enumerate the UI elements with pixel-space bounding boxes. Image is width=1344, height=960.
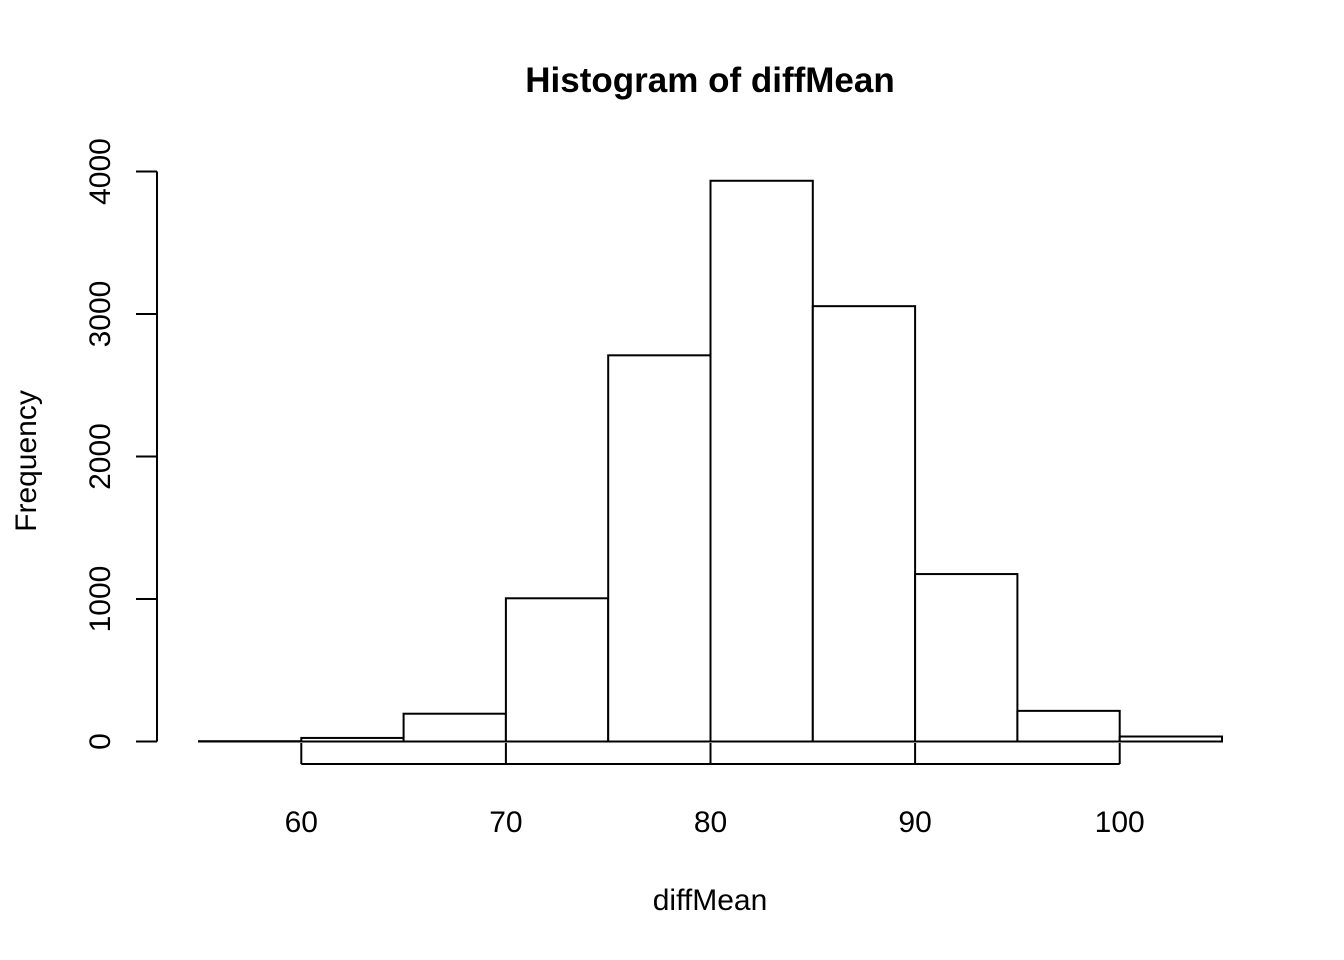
histogram-bar	[709, 179, 814, 743]
x-tick-label: 100	[1095, 806, 1145, 839]
y-tick-label: 0	[84, 733, 117, 750]
x-axis: 60 70 80 90 100	[285, 743, 1145, 839]
y-tick-label: 2000	[84, 423, 117, 490]
x-tick-label: 90	[898, 806, 931, 839]
histogram-bar	[1016, 709, 1121, 743]
y-axis-label: Frequency	[10, 390, 43, 532]
y-tick-label: 3000	[84, 281, 117, 348]
x-axis-label: diffMean	[653, 884, 768, 917]
y-axis: 0 1000 2000 3000 4000	[84, 138, 158, 750]
histogram-bar	[402, 712, 507, 743]
histogram-bar	[1118, 735, 1223, 743]
x-tick-label: 70	[489, 806, 522, 839]
histogram-bar	[607, 354, 712, 743]
x-tick-label: 60	[285, 806, 318, 839]
histogram-bar	[300, 736, 405, 743]
chart-title: Histogram of diffMean	[525, 61, 894, 100]
histogram-bar	[914, 573, 1019, 743]
x-tick-label: 80	[694, 806, 727, 839]
y-tick-label: 4000	[84, 138, 117, 205]
bars-group	[198, 179, 1223, 743]
histogram-bar	[504, 597, 610, 743]
y-tick-label: 1000	[84, 566, 117, 633]
histogram-bar	[811, 305, 917, 743]
